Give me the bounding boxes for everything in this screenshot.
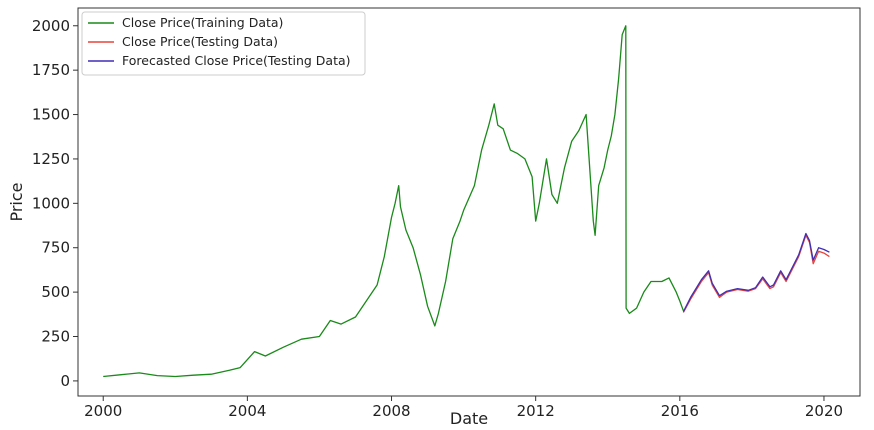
series-line-training [103,25,685,378]
x-tick-label: 2016 [661,402,699,420]
legend-label-forecast: Forecasted Close Price(Testing Data) [122,53,351,68]
x-tick-label: 2000 [84,402,122,420]
legend-label-testing: Close Price(Testing Data) [122,34,278,49]
y-tick-label: 1000 [32,194,70,212]
x-axis: 2000 2004 2008 2012 2016 2020 [84,396,843,420]
series-line-forecast [682,232,830,312]
legend: Close Price(Training Data) Close Price(T… [81,11,366,76]
y-tick-label: 2000 [32,17,70,35]
y-tick-label: 0 [60,372,70,390]
legend-label-training: Close Price(Training Data) [122,15,283,30]
y-tick-label: 750 [41,239,70,257]
series-layer [103,25,830,378]
y-tick-label: 1500 [32,106,70,124]
legend-box [81,11,366,76]
x-axis-label: Date [450,409,488,428]
x-tick-label: 2004 [228,402,266,420]
y-axis-label: Price [7,182,26,221]
y-tick-label: 250 [41,328,70,346]
y-tick-label: 1750 [32,61,70,79]
x-tick-label: 2008 [372,402,410,420]
x-tick-label: 2012 [517,402,555,420]
y-tick-label: 500 [41,283,70,301]
y-tick-label: 1250 [32,150,70,168]
y-axis: 0 250 500 750 1000 1250 1500 1750 2000 [32,17,78,390]
x-tick-label: 2020 [805,402,843,420]
